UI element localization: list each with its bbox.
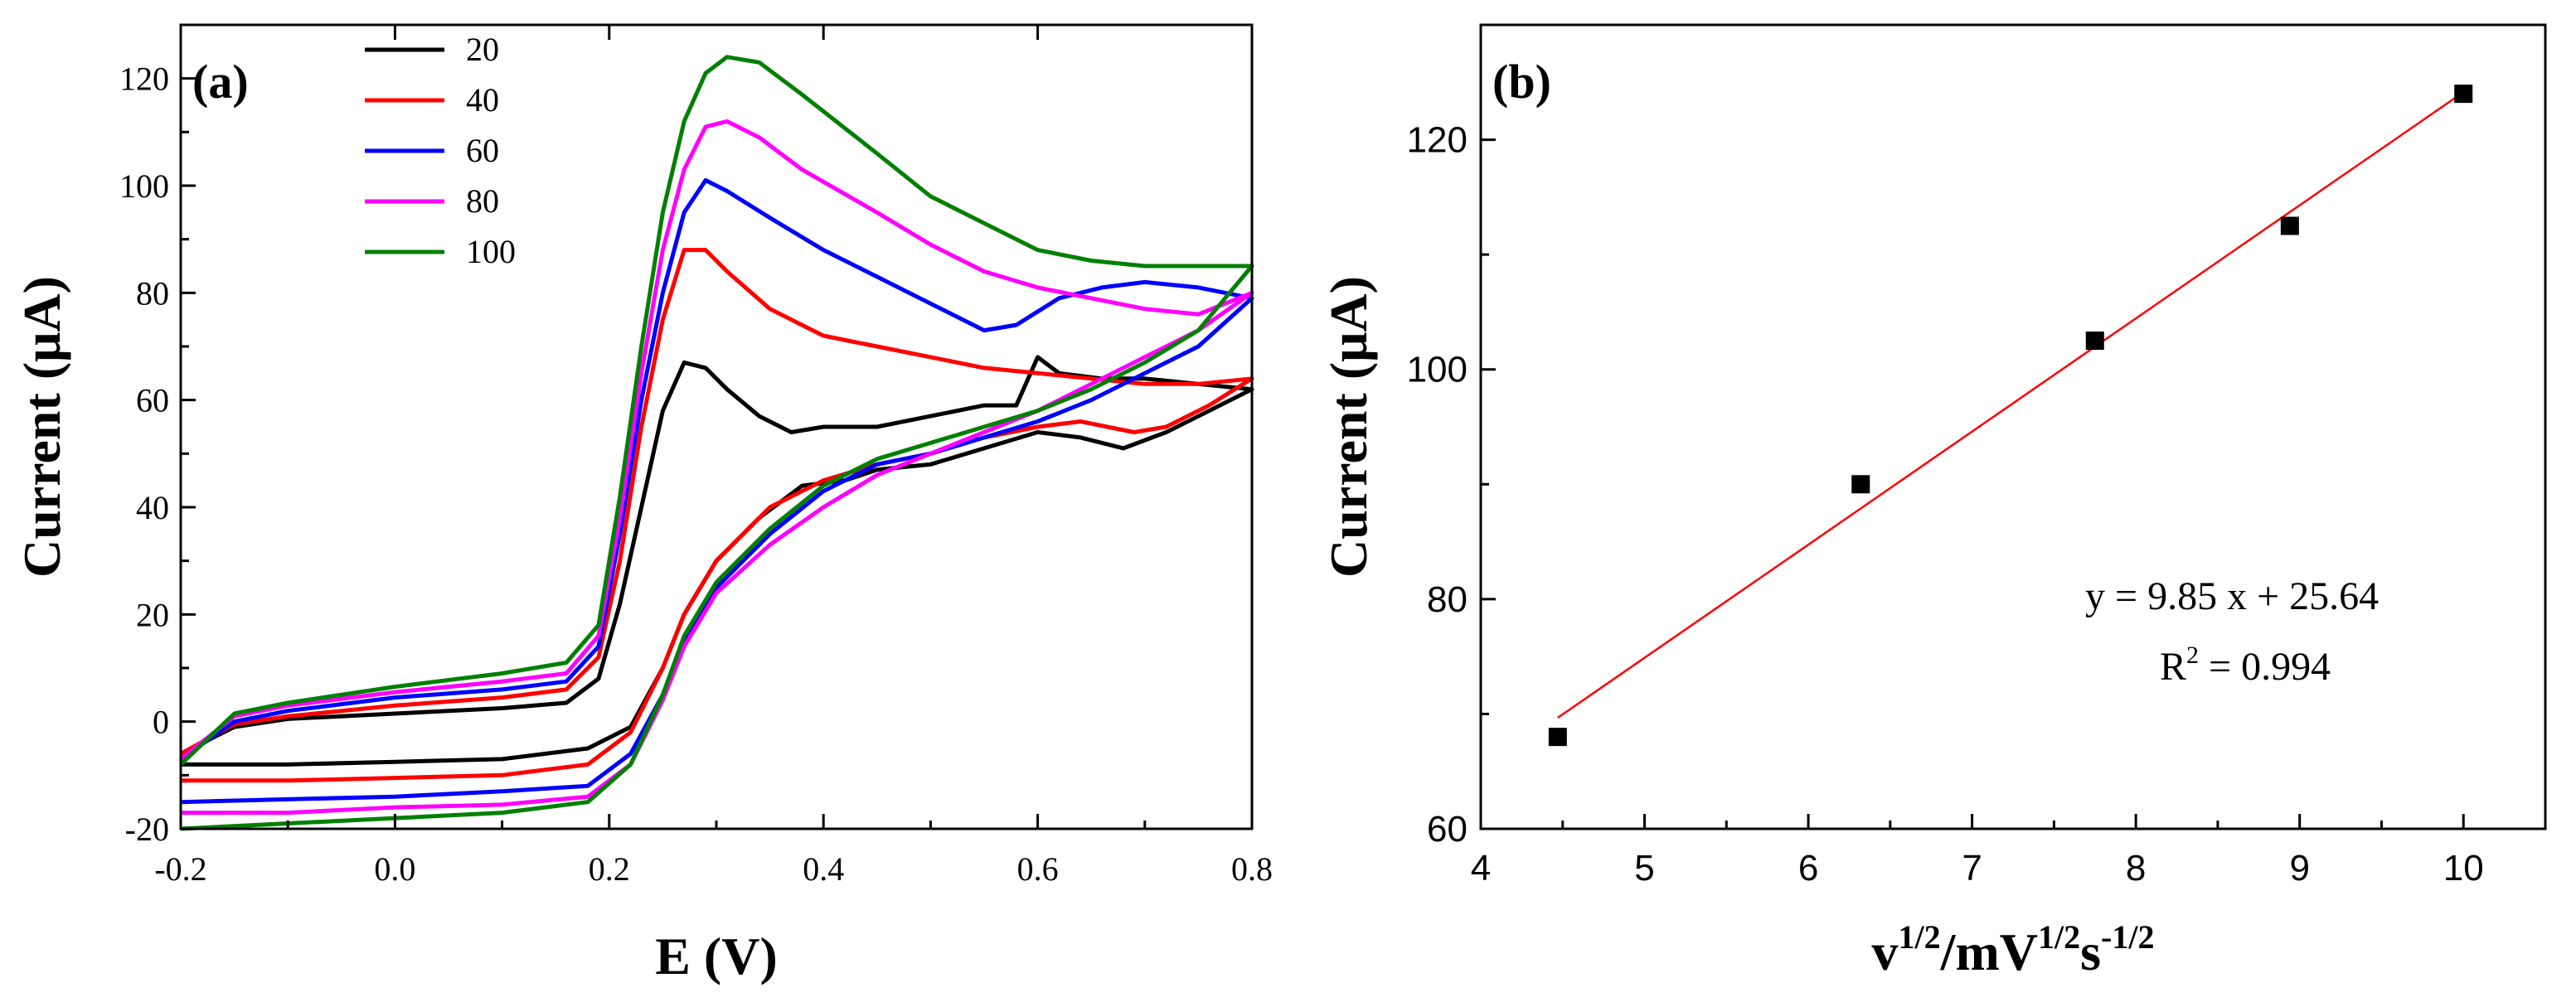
legend-label-60: 60 bbox=[466, 132, 499, 169]
x-tick-label: 7 bbox=[1962, 848, 1982, 888]
r2-superscript: 2 bbox=[2186, 641, 2199, 669]
legend-label-20: 20 bbox=[466, 31, 499, 68]
panel-a-series-lines bbox=[179, 55, 1254, 831]
r2-base: R bbox=[2160, 645, 2186, 689]
xlabel-mid: /mV bbox=[1940, 922, 2038, 981]
data-point bbox=[2454, 85, 2473, 104]
y-tick-label: 40 bbox=[136, 489, 169, 526]
data-point bbox=[1548, 728, 1567, 747]
panel-a-x-axis-title: E (V) bbox=[655, 927, 778, 985]
x-tick-label: 6 bbox=[1798, 848, 1818, 888]
y-tick-label: 0 bbox=[153, 704, 169, 741]
panel-b-r-squared: R2 = 0.994 bbox=[2160, 641, 2331, 689]
xlabel-sup-2: 1/2 bbox=[2038, 918, 2080, 956]
x-tick-label: 8 bbox=[2126, 848, 2146, 888]
panel-a-label: (a) bbox=[192, 55, 249, 109]
panel-a-legend: 20 40 60 80 100 bbox=[365, 31, 516, 270]
x-tick-label: 0.8 bbox=[1231, 850, 1273, 888]
x-tick-label: 0.0 bbox=[374, 850, 415, 888]
x-tick-label: 5 bbox=[1634, 848, 1654, 888]
y-tick-label: 120 bbox=[119, 61, 169, 98]
y-tick-label: 120 bbox=[1407, 120, 1467, 161]
panel-a-ticks: -0.2 0.0 0.2 0.4 0.6 0.8 -20 0 20 40 60 80 100 120 bbox=[119, 25, 1273, 888]
legend-label-100: 100 bbox=[466, 233, 516, 270]
y-tick-label: 20 bbox=[136, 596, 169, 633]
panel-b-fit-line-group bbox=[1557, 91, 2464, 719]
y-tick-label: -20 bbox=[125, 811, 169, 848]
y-tick-label: 100 bbox=[119, 167, 169, 205]
xlabel-base: v bbox=[1872, 922, 1899, 981]
y-tick-label: 60 bbox=[1427, 809, 1467, 850]
panel-b-data-points bbox=[1548, 85, 2473, 747]
xlabel-mid-2: s bbox=[2080, 922, 2101, 981]
panel-b-label: (b) bbox=[1492, 55, 1551, 109]
xlabel-sup-3: -1/2 bbox=[2101, 918, 2154, 956]
panel-a-line-chart: -0.2 0.0 0.2 0.4 0.6 0.8 -20 0 20 40 60 80 100 120 20… bbox=[12, 23, 1273, 985]
series-line-100 bbox=[179, 55, 1254, 831]
x-tick-label: 9 bbox=[2289, 848, 2309, 888]
series-line-80 bbox=[179, 119, 1254, 816]
panel-b-x-axis-title: v1/2/mV1/2s-1/2 bbox=[1872, 918, 2155, 981]
legend-label-80: 80 bbox=[466, 182, 499, 220]
panel-b-y-axis-title: Current (μA) bbox=[1319, 276, 1378, 578]
xlabel-sup-1: 1/2 bbox=[1899, 918, 1941, 956]
x-tick-label: 10 bbox=[2443, 848, 2484, 888]
legend-label-40: 40 bbox=[466, 81, 499, 119]
data-point bbox=[2280, 216, 2299, 235]
y-tick-label: 60 bbox=[136, 382, 169, 419]
panel-b-scatter-chart: 4 5 6 7 8 9 10 60 80 100 120 (b) y = 9.85 x + 25.6… bbox=[1319, 23, 2547, 981]
y-tick-label: 80 bbox=[136, 274, 169, 312]
fit-line bbox=[1557, 91, 2464, 719]
r2-value: = 0.994 bbox=[2199, 645, 2331, 689]
x-tick-label: 0.6 bbox=[1017, 850, 1059, 888]
series-line-40 bbox=[179, 248, 1254, 783]
y-tick-label: 80 bbox=[1427, 579, 1467, 620]
x-tick-label: 0.4 bbox=[803, 850, 844, 888]
data-point bbox=[1851, 475, 1870, 494]
panel-b-ticks: 4 5 6 7 8 9 10 60 80 100 120 bbox=[1407, 120, 2484, 888]
x-tick-label: 4 bbox=[1471, 848, 1491, 888]
data-point bbox=[2085, 332, 2104, 351]
x-tick-label: 0.2 bbox=[589, 850, 630, 888]
panel-a-y-axis-title: Current (μA) bbox=[12, 276, 71, 578]
panel-b-fit-equation: y = 9.85 x + 25.64 bbox=[2085, 574, 2379, 618]
x-tick-label: -0.2 bbox=[154, 850, 206, 888]
panel-b-plot-frame bbox=[1479, 23, 2547, 830]
y-tick-label: 100 bbox=[1407, 350, 1467, 390]
